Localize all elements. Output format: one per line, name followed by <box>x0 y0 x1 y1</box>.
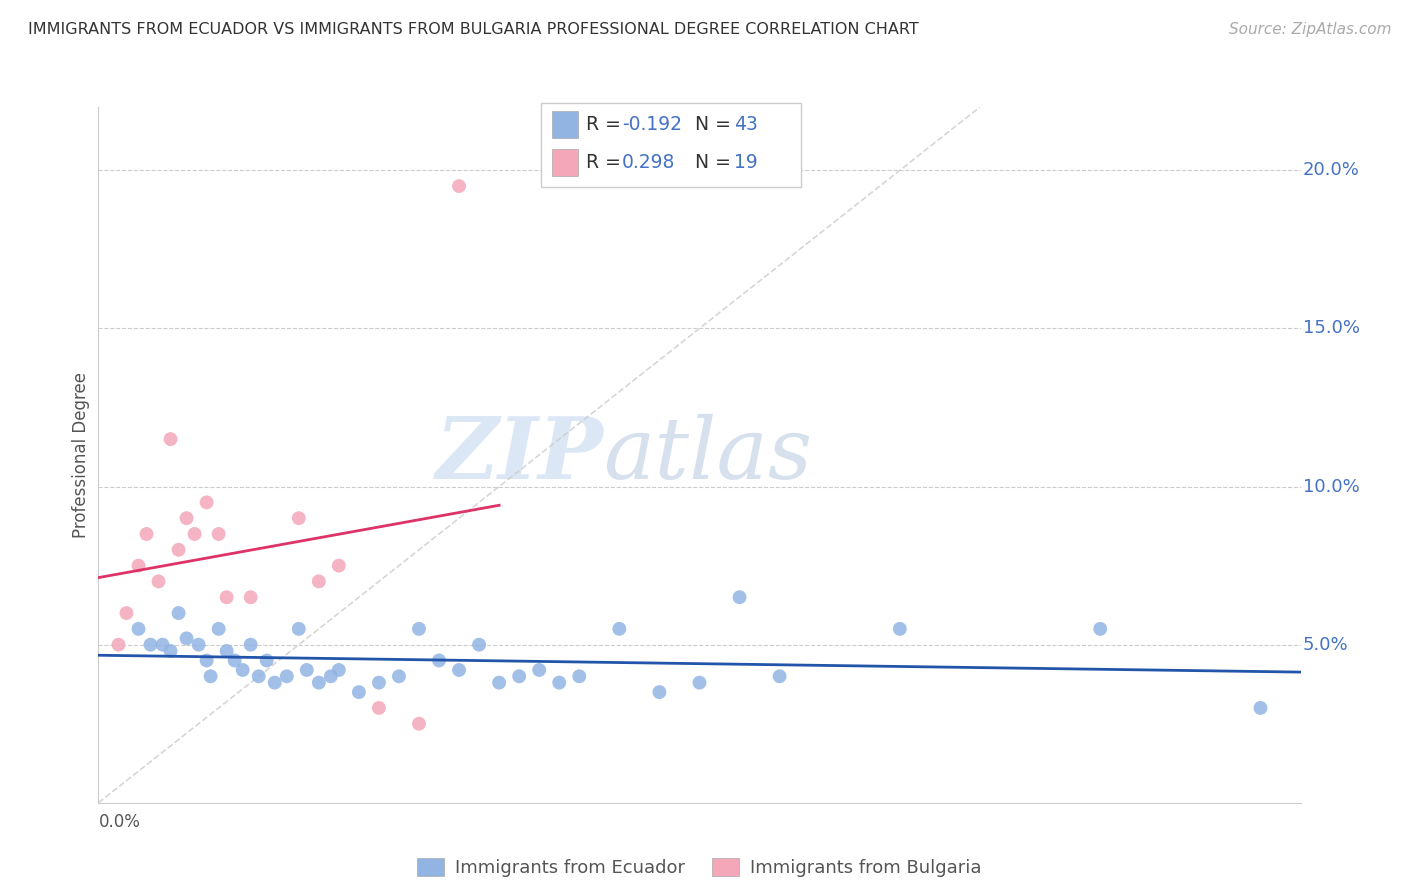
Point <box>308 675 330 690</box>
Point <box>568 669 591 683</box>
Point <box>195 653 218 667</box>
Legend: Immigrants from Ecuador, Immigrants from Bulgaria: Immigrants from Ecuador, Immigrants from… <box>411 851 988 884</box>
Point <box>508 669 530 683</box>
Point <box>529 663 551 677</box>
Text: atlas: atlas <box>603 414 813 496</box>
Point <box>148 574 170 589</box>
Point <box>256 653 278 667</box>
Point <box>328 558 350 573</box>
Point <box>347 685 370 699</box>
Point <box>263 675 285 690</box>
Point <box>200 669 222 683</box>
Point <box>135 527 157 541</box>
Point <box>768 669 790 683</box>
Point <box>1088 622 1111 636</box>
Text: 5.0%: 5.0% <box>1303 636 1348 654</box>
Point <box>276 669 298 683</box>
Point <box>427 653 450 667</box>
Point <box>215 644 238 658</box>
Point <box>328 663 350 677</box>
Text: R =: R = <box>585 153 620 172</box>
Point <box>447 179 470 194</box>
Point <box>176 632 198 646</box>
Point <box>195 495 218 509</box>
Point <box>295 663 318 677</box>
Point <box>208 527 231 541</box>
Text: 0.298: 0.298 <box>621 153 675 172</box>
Point <box>159 644 181 658</box>
Point <box>468 638 491 652</box>
Point <box>368 701 391 715</box>
Point <box>128 558 150 573</box>
Point <box>288 511 311 525</box>
Point <box>648 685 671 699</box>
Point <box>548 675 571 690</box>
Point <box>224 653 246 667</box>
Point <box>408 716 430 731</box>
Point <box>183 527 205 541</box>
FancyBboxPatch shape <box>551 149 578 177</box>
FancyBboxPatch shape <box>541 103 801 187</box>
Point <box>167 542 190 557</box>
Point <box>176 511 198 525</box>
Point <box>408 622 430 636</box>
Point <box>1250 701 1272 715</box>
Point <box>247 669 270 683</box>
Text: N =: N = <box>695 115 731 134</box>
Point <box>889 622 911 636</box>
Point <box>152 638 174 652</box>
Point <box>187 638 209 652</box>
Point <box>609 622 631 636</box>
Point <box>215 591 238 605</box>
Point <box>239 591 262 605</box>
Text: R =: R = <box>585 115 620 134</box>
Point <box>368 675 391 690</box>
Point <box>319 669 342 683</box>
FancyBboxPatch shape <box>551 112 578 138</box>
Point <box>139 638 162 652</box>
Point <box>232 663 254 677</box>
Point <box>107 638 129 652</box>
Point <box>288 622 311 636</box>
Point <box>728 591 751 605</box>
Text: 20.0%: 20.0% <box>1303 161 1360 179</box>
Point <box>488 675 510 690</box>
Text: 19: 19 <box>734 153 758 172</box>
Y-axis label: Professional Degree: Professional Degree <box>72 372 90 538</box>
Text: IMMIGRANTS FROM ECUADOR VS IMMIGRANTS FROM BULGARIA PROFESSIONAL DEGREE CORRELAT: IMMIGRANTS FROM ECUADOR VS IMMIGRANTS FR… <box>28 22 920 37</box>
Point <box>159 432 181 446</box>
Text: 10.0%: 10.0% <box>1303 477 1360 496</box>
Point <box>167 606 190 620</box>
Text: 15.0%: 15.0% <box>1303 319 1360 337</box>
Point <box>388 669 411 683</box>
Point <box>447 663 470 677</box>
Point <box>208 622 231 636</box>
Point <box>308 574 330 589</box>
Point <box>239 638 262 652</box>
Text: 0.0%: 0.0% <box>98 814 141 831</box>
Point <box>688 675 710 690</box>
Text: ZIP: ZIP <box>436 413 603 497</box>
Text: N =: N = <box>695 153 731 172</box>
Text: -0.192: -0.192 <box>621 115 682 134</box>
Point <box>115 606 138 620</box>
Text: 43: 43 <box>734 115 758 134</box>
Point <box>128 622 150 636</box>
Text: Source: ZipAtlas.com: Source: ZipAtlas.com <box>1229 22 1392 37</box>
